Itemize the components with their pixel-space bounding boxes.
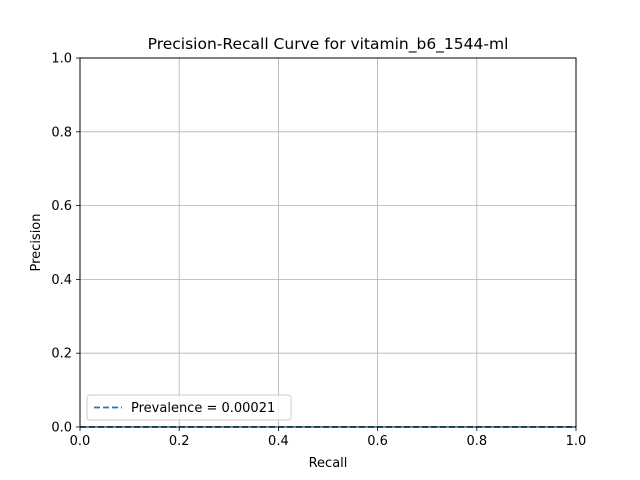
x-axis-label: Recall — [309, 456, 348, 471]
y-tick-label: 0.4 — [51, 273, 72, 288]
x-tick-label: 0.4 — [268, 434, 289, 449]
x-tick-label: 0.0 — [70, 434, 91, 449]
y-tick-label: 0.2 — [51, 347, 72, 362]
x-tick-label: 1.0 — [566, 434, 587, 449]
x-tick-label: 0.8 — [466, 434, 487, 449]
y-axis-ticks: 0.0 0.2 0.4 0.6 0.8 1.0 — [51, 52, 80, 436]
y-tick-label: 0.6 — [51, 199, 72, 214]
chart-title: Precision-Recall Curve for vitamin_b6_15… — [148, 35, 509, 54]
x-axis-ticks: 0.0 0.2 0.4 0.6 0.8 1.0 — [70, 427, 587, 449]
y-tick-label: 0.0 — [51, 421, 72, 436]
legend-box — [86, 394, 292, 421]
legend-label: Prevalence = 0.00021 — [131, 401, 275, 416]
legend: Prevalence = 0.00021 — [86, 394, 292, 421]
plot-frame — [79, 57, 577, 428]
y-tick-label: 0.8 — [51, 125, 72, 140]
x-tick-label: 0.2 — [169, 434, 190, 449]
y-tick-label: 1.0 — [51, 52, 72, 67]
x-tick-label: 0.6 — [367, 434, 388, 449]
y-axis-label: Precision — [29, 213, 44, 271]
grid-lines — [79, 57, 577, 428]
